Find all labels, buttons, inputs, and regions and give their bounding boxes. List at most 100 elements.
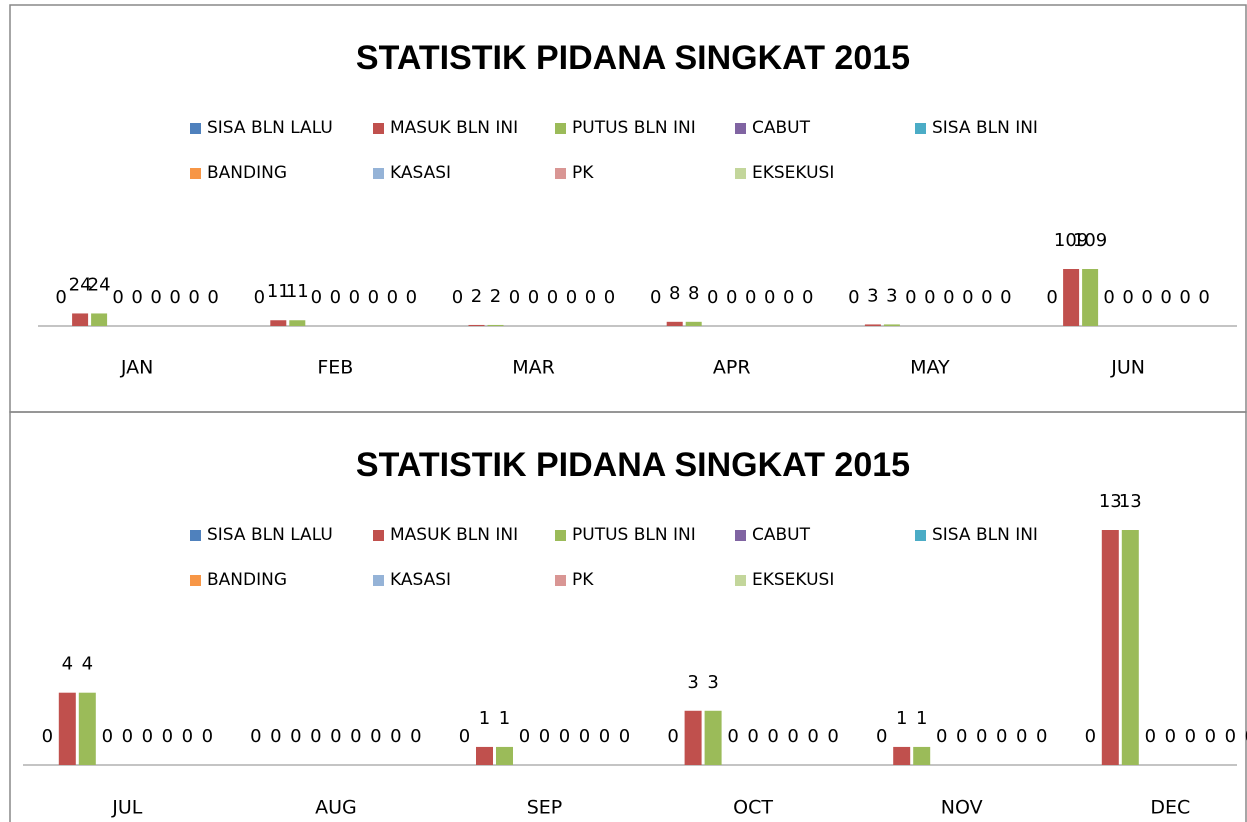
value-label: 0: [962, 287, 973, 308]
value-label: 0: [579, 726, 590, 747]
bar: [58, 692, 76, 765]
value-label: 0: [410, 726, 421, 747]
value-label: 4: [62, 654, 73, 675]
bar: [666, 321, 683, 326]
value-label: 0: [1141, 287, 1152, 308]
x-tick-label: OCT: [733, 797, 773, 819]
value-label: 0: [350, 726, 361, 747]
value-label: 0: [956, 726, 967, 747]
value-label: 0: [566, 287, 577, 308]
value-label: 0: [936, 726, 947, 747]
legend-label: PK: [572, 163, 594, 183]
value-label: 0: [519, 726, 530, 747]
value-label: 0: [650, 287, 661, 308]
value-label: 2: [490, 286, 501, 307]
bar: [72, 313, 89, 326]
value-label: 0: [1179, 287, 1190, 308]
value-label: 0: [150, 287, 161, 308]
value-label: 0: [349, 287, 360, 308]
value-label: 0: [604, 287, 615, 308]
bar: [684, 710, 702, 765]
value-label: 0: [330, 726, 341, 747]
x-tick-label: NOV: [941, 797, 983, 819]
value-label: 0: [207, 287, 218, 308]
legend-swatch: [373, 575, 384, 586]
value-label: 0: [827, 726, 838, 747]
legend-swatch: [373, 123, 384, 134]
value-label: 0: [368, 287, 379, 308]
bar: [78, 692, 96, 765]
bar: [1063, 269, 1080, 326]
value-label: 0: [1198, 287, 1209, 308]
x-tick-label: APR: [713, 357, 751, 379]
chart-frame: [9, 411, 1247, 822]
value-label: 0: [585, 287, 596, 308]
value-label: 13: [1099, 491, 1122, 512]
value-label: 0: [619, 726, 630, 747]
legend-label: MASUK BLN INI: [390, 118, 518, 138]
legend-swatch: [190, 530, 201, 541]
value-label: 0: [1165, 726, 1176, 747]
value-label: 0: [767, 726, 778, 747]
bar: [476, 746, 493, 765]
legend-swatch: [190, 168, 201, 179]
value-label: 24: [88, 274, 111, 295]
legend-swatch: [735, 123, 746, 134]
value-label: 0: [745, 287, 756, 308]
value-label: 0: [726, 287, 737, 308]
bar: [1121, 530, 1139, 765]
value-label: 0: [727, 726, 738, 747]
bar: [1101, 530, 1119, 765]
value-label: 4: [82, 654, 93, 675]
legend-label: SISA BLN INI: [932, 525, 1038, 545]
value-label: 0: [452, 287, 463, 308]
bar: [1082, 269, 1099, 326]
value-label: 0: [270, 726, 281, 747]
value-label: 0: [182, 726, 193, 747]
legend-label: PUTUS BLN INI: [572, 118, 696, 138]
legend-label: PK: [572, 570, 594, 590]
value-label: 109: [1054, 230, 1088, 251]
x-tick-label: DEC: [1150, 797, 1190, 819]
value-label: 24: [69, 274, 92, 295]
value-label: 0: [1000, 287, 1011, 308]
value-label: 1: [499, 708, 510, 729]
legend-label: BANDING: [207, 570, 287, 590]
value-label: 2: [471, 286, 482, 307]
legend-label: PUTUS BLN INI: [572, 525, 696, 545]
value-label: 0: [747, 726, 758, 747]
legend-swatch: [915, 530, 926, 541]
value-label: 1: [916, 708, 927, 729]
value-label: 0: [1245, 726, 1247, 747]
legend-swatch: [735, 530, 746, 541]
legend-swatch: [555, 575, 566, 586]
legend-label: EKSEKUSI: [752, 163, 834, 183]
value-label: 0: [1085, 726, 1096, 747]
value-label: 0: [905, 287, 916, 308]
value-label: 0: [459, 726, 470, 747]
legend-label: CABUT: [752, 118, 811, 138]
bar: [289, 320, 306, 326]
value-label: 0: [55, 287, 66, 308]
bar: [893, 746, 911, 765]
value-label: 0: [667, 726, 678, 747]
value-label: 0: [1225, 726, 1236, 747]
value-label: 0: [290, 726, 301, 747]
value-label: 0: [202, 726, 213, 747]
value-label: 0: [1185, 726, 1196, 747]
value-label: 0: [1160, 287, 1171, 308]
bar: [913, 746, 931, 765]
value-label: 0: [981, 287, 992, 308]
bar: [496, 746, 513, 765]
value-label: 0: [131, 287, 142, 308]
value-label: 0: [599, 726, 610, 747]
legend-swatch: [555, 168, 566, 179]
legend-label: MASUK BLN INI: [390, 525, 518, 545]
value-label: 11: [267, 281, 290, 302]
bar: [864, 324, 881, 326]
value-label: 8: [688, 283, 699, 304]
x-tick-label: SEP: [527, 797, 563, 819]
legend-swatch: [373, 530, 384, 541]
bar: [270, 320, 287, 326]
value-label: 0: [1145, 726, 1156, 747]
